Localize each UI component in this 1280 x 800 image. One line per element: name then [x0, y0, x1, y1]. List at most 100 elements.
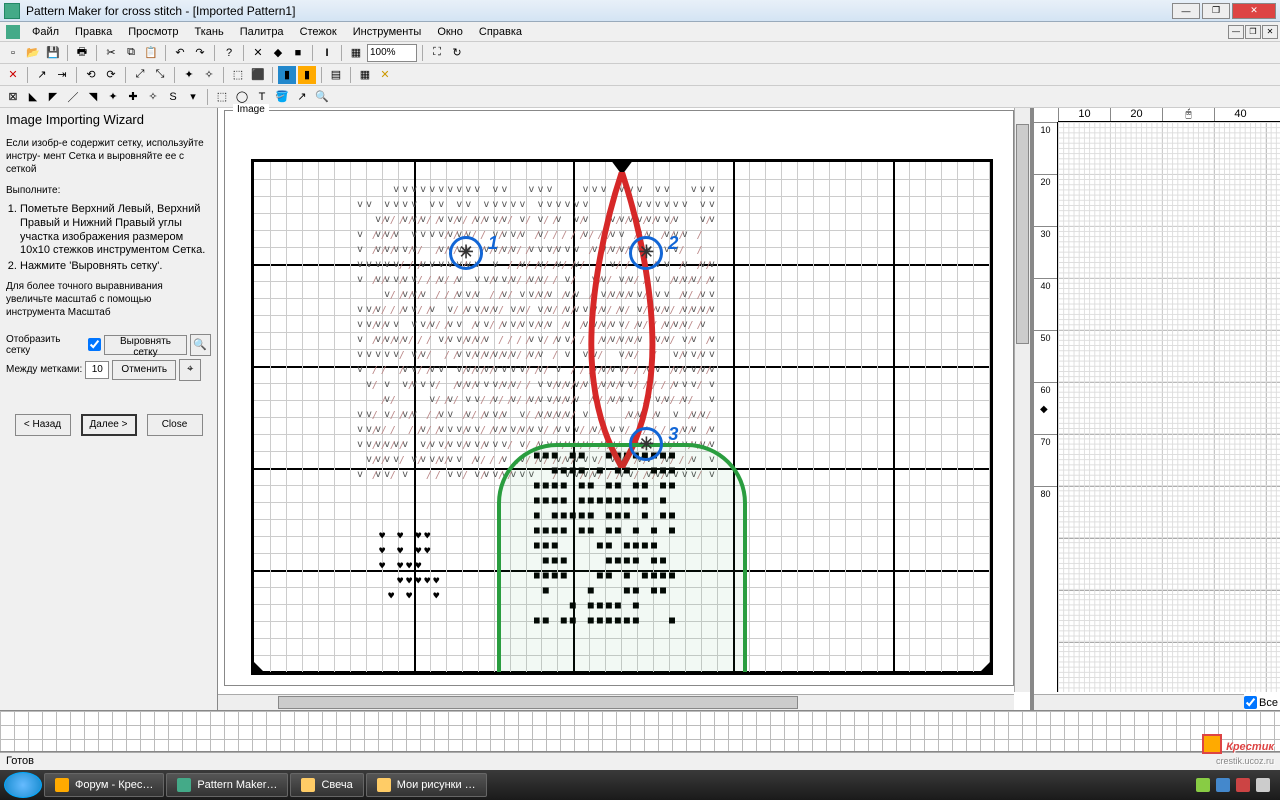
stitch-back-icon[interactable]: ／ — [64, 88, 82, 106]
close-button[interactable]: ✕ — [1232, 3, 1276, 19]
tool-box-icon[interactable]: ■ — [289, 44, 307, 62]
stitch-half-icon[interactable]: ◣ — [24, 88, 42, 106]
wizard-tip: Для более точного выравнивания увеличьте… — [6, 280, 211, 319]
grid-corner-icon[interactable]: ⌖ — [179, 359, 201, 381]
menu-help[interactable]: Справка — [471, 24, 530, 40]
stitch-quarter-icon[interactable]: ◤ — [44, 88, 62, 106]
task-drawings[interactable]: Мои рисунки … — [366, 773, 487, 797]
system-tray[interactable] — [1196, 778, 1276, 792]
menu-tools[interactable]: Инструменты — [345, 24, 430, 40]
task-forum[interactable]: Форум - Крес… — [44, 773, 164, 797]
bucket-icon[interactable]: 🪣 — [273, 88, 291, 106]
tool-d-icon[interactable]: ⟳ — [102, 66, 120, 84]
stitch-cross-icon[interactable]: ✚ — [124, 88, 142, 106]
tool-a-icon[interactable]: ↗ — [33, 66, 51, 84]
select-lasso-icon[interactable]: ◯ — [233, 88, 251, 106]
save-icon[interactable]: 💾 — [44, 44, 62, 62]
print-icon[interactable]: 🖶 — [73, 44, 91, 62]
zoom-wizard-icon[interactable]: 🔍 — [190, 334, 211, 356]
menu-view[interactable]: Просмотр — [120, 24, 186, 40]
menu-edit[interactable]: Правка — [67, 24, 120, 40]
tool-grid-icon[interactable]: ▦ — [347, 44, 365, 62]
tool-k-icon[interactable]: ▤ — [327, 66, 345, 84]
menu-stitch[interactable]: Стежок — [292, 24, 345, 40]
tool-color1-icon[interactable]: ▮ — [278, 66, 296, 84]
tool-h-icon[interactable]: ✧ — [200, 66, 218, 84]
cut-icon[interactable]: ✂ — [102, 44, 120, 62]
tool-e-icon[interactable]: ⤢ — [131, 66, 149, 84]
text-tool-icon[interactable]: T — [253, 88, 271, 106]
task-patternmaker[interactable]: Pattern Maker… — [166, 773, 288, 797]
tool-g-icon[interactable]: ✦ — [180, 66, 198, 84]
cancel-button[interactable]: Отменить — [112, 360, 176, 380]
zoom-dropdown[interactable] — [367, 44, 417, 62]
status-text: Готов — [6, 755, 34, 767]
maximize-button[interactable]: ❐ — [1202, 3, 1230, 19]
tool-refresh-icon[interactable]: ↻ — [448, 44, 466, 62]
tool-c-icon[interactable]: ⟲ — [82, 66, 100, 84]
menu-fabric[interactable]: Ткань — [186, 24, 231, 40]
tray-icon[interactable] — [1256, 778, 1270, 792]
undo-icon[interactable]: ↶ — [171, 44, 189, 62]
tool-color2-icon[interactable]: ▮ — [298, 66, 316, 84]
task-candle[interactable]: Свеча — [290, 773, 363, 797]
show-grid-checkbox[interactable] — [88, 338, 101, 351]
help-icon[interactable]: ? — [220, 44, 238, 62]
tool-delete-icon[interactable]: ✕ — [4, 66, 22, 84]
stitch-full-icon[interactable]: ⊠ — [4, 88, 22, 106]
open-icon[interactable]: 📂 — [24, 44, 42, 62]
stitch-s-icon[interactable]: S — [164, 88, 182, 106]
all-checkbox[interactable] — [1244, 696, 1257, 709]
tool-f-icon[interactable]: ⤡ — [151, 66, 169, 84]
image-hscroll[interactable] — [218, 694, 1014, 710]
align-grid-button[interactable]: Выровнять сетку — [104, 335, 186, 355]
tool-l-icon[interactable]: ✕ — [376, 66, 394, 84]
select-rect-icon[interactable]: ⬚ — [213, 88, 231, 106]
new-icon[interactable]: ▫ — [4, 44, 22, 62]
output-grid[interactable] — [1058, 122, 1280, 692]
paste-icon[interactable]: 📋 — [142, 44, 160, 62]
tray-icon[interactable] — [1196, 778, 1210, 792]
tool-grid2-icon[interactable]: ▦ — [356, 66, 374, 84]
tool-square-icon[interactable]: ◆ — [269, 44, 287, 62]
between-marks-label: Между метками: — [6, 364, 82, 375]
stitch-arrow-icon[interactable]: ▾ — [184, 88, 202, 106]
redo-icon[interactable]: ↷ — [191, 44, 209, 62]
firefox-icon — [55, 778, 69, 792]
zoom-tool-icon[interactable]: 🔍 — [313, 88, 331, 106]
tool-fit-icon[interactable]: ⛶ — [428, 44, 446, 62]
tray-icon[interactable] — [1216, 778, 1230, 792]
menu-palette[interactable]: Палитра — [232, 24, 292, 40]
stitch-3q-icon[interactable]: ◥ — [84, 88, 102, 106]
tool-j-icon[interactable]: ⬛ — [249, 66, 267, 84]
between-marks-input[interactable] — [85, 361, 109, 379]
mdi-restore[interactable]: ❐ — [1245, 25, 1261, 39]
stitch-petite-icon[interactable]: ✦ — [104, 88, 122, 106]
mdi-close[interactable]: ✕ — [1262, 25, 1278, 39]
output-hscroll[interactable] — [1034, 694, 1244, 710]
wizard-panel: Image Importing Wizard Если изобр-е соде… — [0, 108, 218, 710]
menu-window[interactable]: Окно — [429, 24, 471, 40]
image-vscroll[interactable] — [1014, 108, 1030, 692]
tool-i-icon[interactable]: ⬚ — [229, 66, 247, 84]
close-wizard-button[interactable]: Close — [147, 414, 203, 436]
back-button[interactable]: < Назад — [15, 414, 71, 436]
tool-cross-icon[interactable]: ✕ — [249, 44, 267, 62]
output-grid-panel: 1020🖰40 1020304050607080 ◆ Все — [1032, 108, 1280, 710]
tool-b-icon[interactable]: ⇥ — [53, 66, 71, 84]
start-button[interactable] — [4, 772, 42, 798]
picker-icon[interactable]: ↗ — [293, 88, 311, 106]
copy-icon[interactable]: ⧉ — [122, 44, 140, 62]
ruler-ptr-v-icon: ◆ — [1040, 404, 1048, 415]
stitch-diamond-icon[interactable]: ✧ — [144, 88, 162, 106]
palette-strip[interactable] — [0, 710, 1280, 752]
tray-icon[interactable] — [1236, 778, 1250, 792]
menu-file[interactable]: Файл — [24, 24, 67, 40]
mdi-minimize[interactable]: — — [1228, 25, 1244, 39]
tool-text-icon[interactable]: I — [318, 44, 336, 62]
grid-marker-1[interactable]: ✳1 — [449, 236, 483, 270]
minimize-button[interactable]: — — [1172, 3, 1200, 19]
pattern-canvas[interactable]: vvvvvvvvvv vv vvv vvv vvv vv vvv vv vvvv… — [251, 159, 993, 675]
all-label: Все — [1259, 697, 1278, 709]
next-button[interactable]: Далее > — [81, 414, 137, 436]
